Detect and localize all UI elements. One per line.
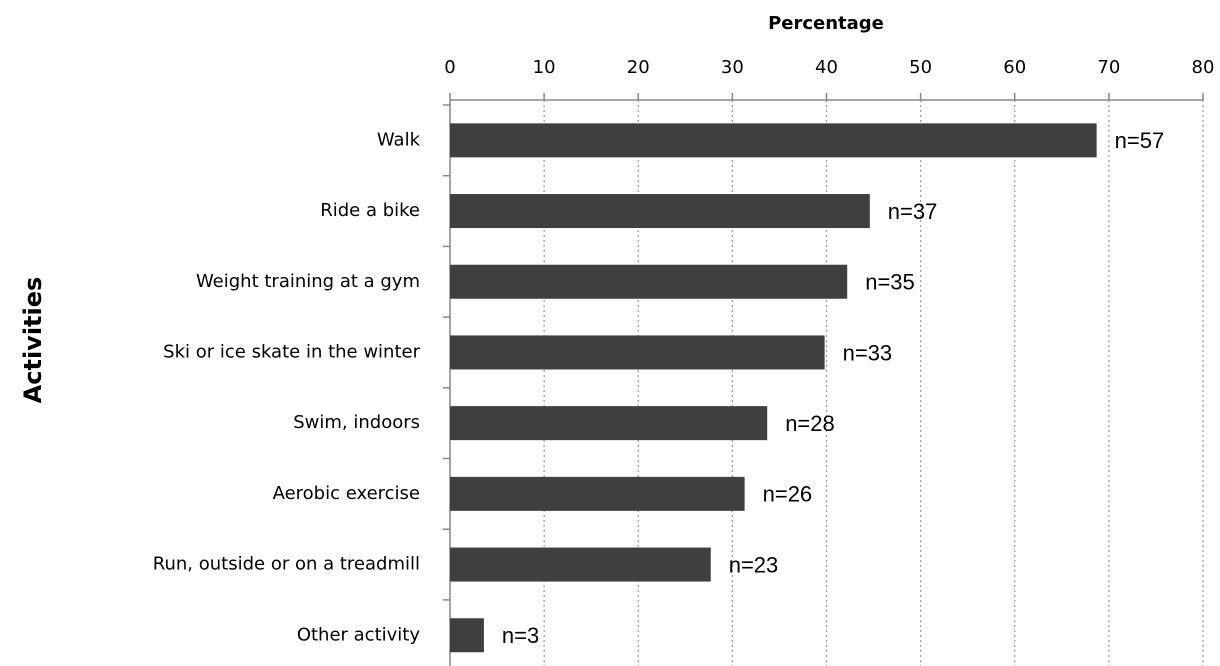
x-tick-label: 50 — [909, 57, 932, 78]
bar-label: n=23 — [729, 552, 779, 577]
x-tick-label: 80 — [1192, 57, 1215, 78]
bar-label: n=3 — [502, 623, 539, 648]
y-tick-label: Aerobic exercise — [273, 483, 420, 504]
bar-label: n=33 — [843, 340, 893, 365]
x-tick-label: 20 — [627, 57, 650, 78]
y-axis-title: Activities — [19, 277, 47, 404]
y-tick-label: Walk — [377, 129, 421, 150]
bar-label: n=26 — [763, 482, 813, 507]
bar — [450, 406, 768, 441]
bar — [450, 264, 848, 299]
bar — [450, 194, 870, 229]
bar-label: n=37 — [888, 199, 938, 224]
y-tick-label: Ride a bike — [320, 200, 420, 221]
y-tick-label: Ski or ice skate in the winter — [163, 341, 420, 362]
bar — [450, 476, 745, 511]
y-tick-label: Run, outside or on a treadmill — [153, 554, 420, 575]
x-tick-label: 10 — [533, 57, 556, 78]
bar-label: n=28 — [785, 411, 835, 436]
bar-label: n=35 — [865, 270, 915, 295]
x-tick-label: 40 — [815, 57, 838, 78]
bar — [450, 335, 825, 370]
bar — [450, 123, 1097, 158]
bar — [450, 547, 711, 582]
x-tick-label: 0 — [444, 57, 455, 78]
y-tick-label: Other activity — [297, 624, 421, 645]
y-tick-label: Weight training at a gym — [196, 271, 420, 292]
bar — [450, 618, 484, 653]
y-tick-label: Swim, indoors — [293, 412, 420, 433]
x-tick-label: 30 — [721, 57, 744, 78]
x-axis-title: Percentage — [768, 13, 884, 34]
bar-label: n=57 — [1115, 128, 1165, 153]
x-tick-label: 70 — [1097, 57, 1120, 78]
x-tick-label: 60 — [1003, 57, 1026, 78]
